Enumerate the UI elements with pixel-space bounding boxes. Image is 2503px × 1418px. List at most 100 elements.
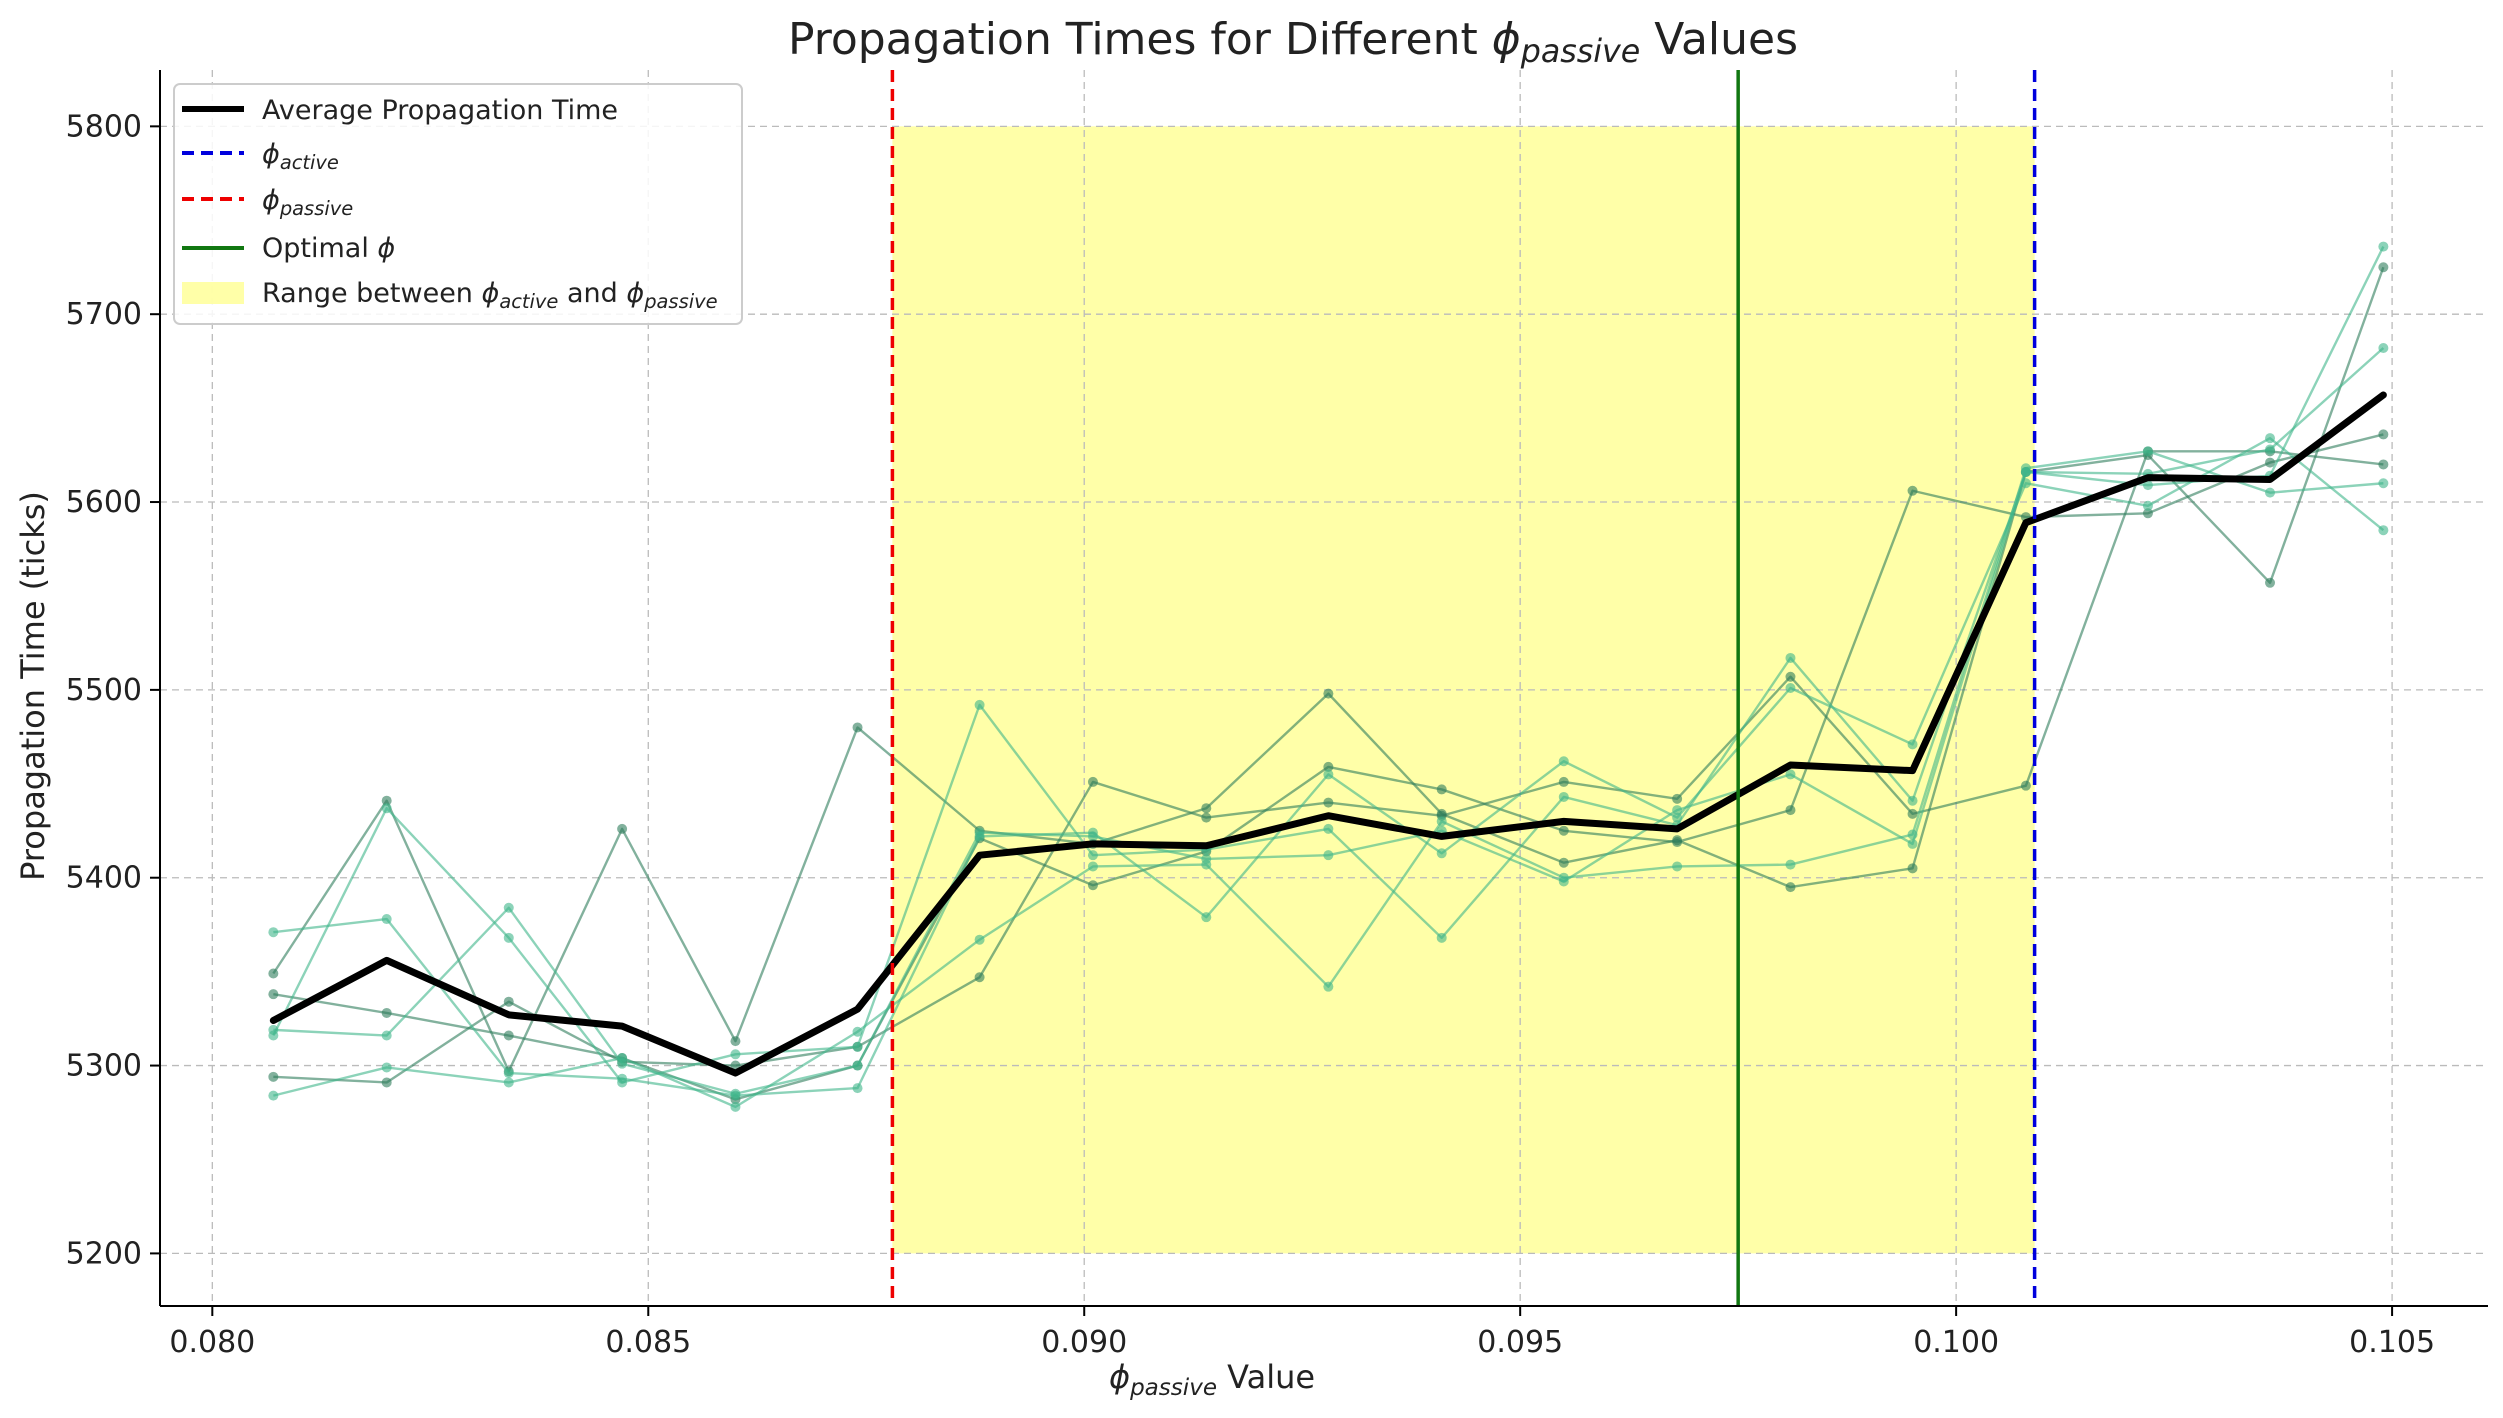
run-6-point	[1907, 795, 1918, 806]
run-3-point	[1087, 880, 1098, 891]
run-7-point	[730, 1088, 741, 1099]
y-tick-label: 5200	[66, 1236, 142, 1271]
run-5-point	[2378, 478, 2389, 489]
run-6-point	[974, 699, 985, 710]
legend-phi-passive-label: ϕpassive	[262, 185, 353, 220]
run-7-point	[974, 827, 985, 838]
runs-layer	[268, 241, 2389, 1112]
run-3-point	[1672, 837, 1683, 848]
average-propagation-time-line	[269, 391, 2387, 1077]
run-1-point	[2265, 577, 2276, 588]
legend-optimal-phi-label: Optimal ϕ	[262, 233, 395, 264]
run-1-point	[381, 795, 392, 806]
run-7-point	[1201, 853, 1212, 864]
chart-title: Propagation Times for Different ϕpassive…	[788, 14, 1798, 70]
x-tick-label: 0.105	[2349, 1325, 2435, 1360]
run-1-point	[1558, 857, 1569, 868]
run-5-point	[381, 1062, 392, 1073]
legend-frame	[173, 83, 743, 325]
run-7-point	[2378, 241, 2389, 252]
run-2-point	[1907, 808, 1918, 819]
run-4-point	[1785, 683, 1796, 693]
run-7-point	[1672, 805, 1683, 816]
run-7-point	[503, 902, 514, 913]
legend-range-label: Range between ϕactive and ϕpassive	[262, 278, 718, 313]
x-tick-label: 0.085	[605, 1325, 691, 1360]
x-tick-label: 0.090	[1041, 1325, 1127, 1360]
run-5-point	[1436, 816, 1447, 827]
run-1-point	[852, 722, 863, 733]
run-5-point	[503, 1077, 514, 1088]
y-axis-label: Propagation Time (ticks)	[14, 491, 52, 881]
legend-range-swatch	[182, 282, 244, 304]
run-2-point	[1323, 797, 1334, 808]
run-4-point	[1436, 848, 1447, 859]
run-2-point	[1785, 671, 1796, 682]
run-6-point	[1436, 932, 1447, 943]
run-5-point	[268, 1090, 279, 1101]
run-7-point	[381, 1030, 392, 1041]
run-2-point	[1558, 776, 1569, 787]
run-6-point	[1323, 823, 1334, 834]
run-3-point	[2265, 457, 2276, 468]
run-3-point	[1558, 825, 1569, 836]
run-5-point	[974, 934, 985, 945]
run-6-point	[2265, 444, 2276, 455]
run-6-point	[852, 1041, 863, 1052]
run-6-point	[503, 932, 514, 943]
run-3-point	[381, 1007, 392, 1018]
run-2-point	[2020, 780, 2031, 791]
run-5-point	[1087, 861, 1098, 872]
run-4-point	[2142, 500, 2153, 511]
axes-layer: 0.080 0.085 0.090 0.095 0.100 0.105 5200 5300 54…	[66, 70, 2488, 1360]
run-3-point	[503, 1030, 514, 1041]
run-1-point	[1201, 803, 1212, 814]
run-3-point	[1436, 784, 1447, 795]
run-2-point	[974, 972, 985, 983]
run-2-point	[503, 996, 514, 1007]
run-3-point	[1907, 485, 1918, 496]
run-3-point	[268, 989, 279, 1000]
run-1-point	[2378, 262, 2389, 273]
run-7-point	[617, 1058, 628, 1069]
run-7-point	[2020, 466, 2031, 477]
run-4-point	[381, 914, 392, 925]
run-4-point	[852, 1083, 863, 1094]
run-4-point	[2265, 433, 2276, 444]
run-4-point	[268, 927, 279, 938]
legend-phi-active-label: ϕactive	[262, 139, 339, 174]
y-tick-label: 5500	[66, 673, 142, 708]
run-1-point	[617, 823, 628, 834]
run-2-point	[1087, 776, 1098, 787]
run-7-point	[852, 1060, 863, 1071]
run-5-point	[1323, 981, 1334, 992]
run-7-point	[2142, 480, 2153, 491]
run-7-point	[1323, 850, 1334, 861]
run-1-point	[730, 1036, 741, 1047]
x-tick-label: 0.080	[169, 1325, 255, 1360]
run-6-point	[730, 1049, 741, 1060]
run-4-point	[503, 1068, 514, 1079]
run-1-point	[268, 968, 279, 979]
run-2-point	[1672, 793, 1683, 804]
run-7-point	[1785, 769, 1796, 780]
run-7-point	[1558, 876, 1569, 887]
run-2-point	[1201, 812, 1212, 823]
y-tick-label: 5700	[66, 297, 142, 332]
vertical-lines-layer	[890, 70, 2037, 1306]
run-6-point	[2378, 343, 2389, 354]
y-tick-label: 5800	[66, 109, 142, 144]
x-axis-label: ϕpassive Value	[1109, 1358, 1315, 1401]
run-6-point	[1087, 850, 1098, 861]
run-7-point	[268, 1024, 279, 1035]
run-7-point	[1087, 831, 1098, 842]
run-1-point	[1907, 863, 1918, 874]
run-5-point	[2142, 446, 2153, 457]
average-layer	[269, 391, 2387, 1077]
run-1-point	[1323, 688, 1334, 699]
x-tick-label: 0.095	[1477, 1325, 1563, 1360]
run-6-point	[1785, 652, 1796, 663]
run-3-point	[1323, 761, 1334, 772]
